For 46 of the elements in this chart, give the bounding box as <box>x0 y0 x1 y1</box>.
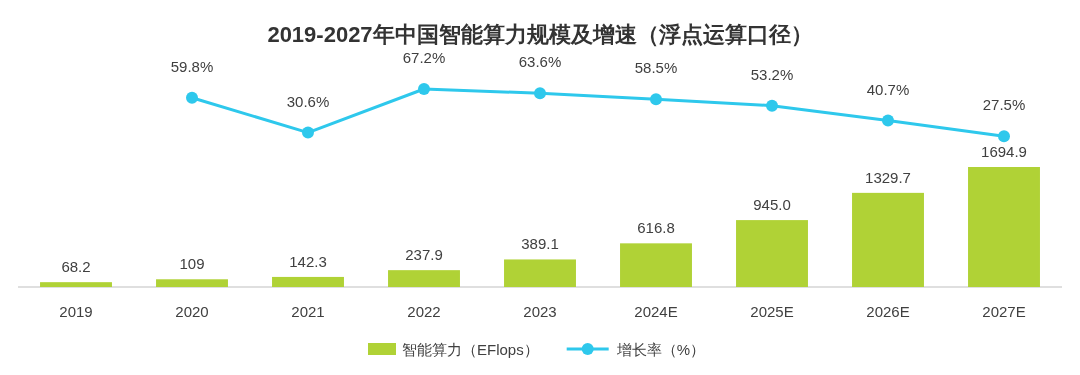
bar <box>156 279 228 287</box>
data-label: 109 <box>179 255 205 273</box>
bar <box>968 167 1040 287</box>
bar <box>272 276 344 287</box>
data-label: 68.2 <box>61 258 91 276</box>
point <box>882 114 894 127</box>
bar <box>40 282 112 287</box>
x-tick-label: 2022 <box>407 303 441 320</box>
point <box>186 91 198 104</box>
data-label: 59.8% <box>170 57 214 75</box>
data-label: 1694.9 <box>981 143 1027 160</box>
chart-title: 2019-2027年中国智能算力规模及增速（浮点运算口径） <box>267 22 813 47</box>
x-tick-label: 2024E <box>634 303 678 320</box>
data-label: 1329.7 <box>865 168 911 186</box>
data-label: 40.7% <box>866 80 910 98</box>
data-label: 237.9 <box>405 246 443 264</box>
x-tick-label: 2026E <box>866 303 910 320</box>
data-label: 63.6% <box>518 53 562 71</box>
point <box>418 83 430 95</box>
bar <box>620 243 692 287</box>
point <box>302 126 314 139</box>
data-label: 58.5% <box>634 59 678 77</box>
data-label: 945.0 <box>753 196 791 214</box>
legend-label: 增长率（%） <box>615 341 706 358</box>
point <box>650 93 662 106</box>
data-label: 142.3 <box>289 252 327 270</box>
x-tick-label: 2027E <box>982 303 1026 320</box>
legend-label: 智能算力（EFlops） <box>402 341 539 358</box>
x-tick-label: 2019 <box>59 303 93 320</box>
x-tick-label: 2021 <box>291 303 325 320</box>
point <box>534 87 546 100</box>
point <box>998 130 1010 143</box>
data-label: 616.8 <box>637 219 675 237</box>
data-label: 30.6% <box>286 92 330 110</box>
data-label: 27.5% <box>982 96 1026 114</box>
x-tick-label: 2023 <box>523 303 557 320</box>
point <box>766 99 778 112</box>
data-label: 53.2% <box>750 65 794 83</box>
bar <box>852 192 924 287</box>
bar <box>388 270 460 287</box>
bar <box>736 220 808 287</box>
x-tick-label: 2020 <box>175 303 209 320</box>
bar <box>504 259 576 287</box>
data-label: 67.2% <box>402 49 446 66</box>
data-label: 389.1 <box>521 235 559 253</box>
x-tick-label: 2025E <box>750 303 794 320</box>
